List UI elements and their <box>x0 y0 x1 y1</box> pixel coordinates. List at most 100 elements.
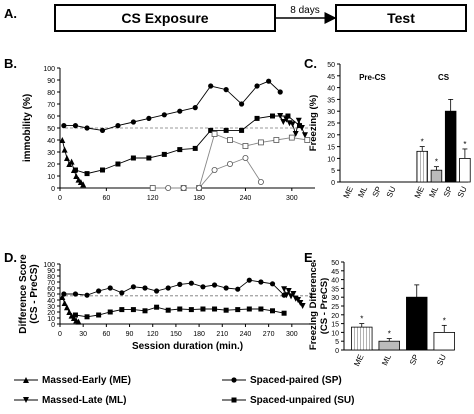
bar <box>416 150 428 183</box>
data-point <box>235 286 241 292</box>
data-point <box>254 115 260 121</box>
y-tick-label: 90 <box>47 78 55 85</box>
data-point <box>72 312 78 318</box>
data-point <box>211 166 218 173</box>
category-label: SU <box>435 353 448 367</box>
timeline-arrow-label: 8 days <box>290 5 319 16</box>
group-label: CS <box>438 73 450 82</box>
y-tick-label: 0 <box>331 180 335 187</box>
y-axis-label: Freezing (%) <box>308 95 319 151</box>
data-point <box>227 137 233 143</box>
data-point <box>212 306 218 312</box>
panel-letter-c: C. <box>304 56 317 71</box>
data-point <box>298 125 305 131</box>
data-point <box>96 288 102 294</box>
data-point <box>257 178 264 185</box>
x-tick-label: 300 <box>286 331 298 338</box>
y-tick-label: 0 <box>335 348 339 355</box>
y-tick-label: 20 <box>47 162 55 169</box>
data-point <box>242 143 249 149</box>
data-point <box>288 134 295 141</box>
data-point <box>66 309 73 315</box>
data-point <box>115 123 121 129</box>
data-point <box>146 115 152 121</box>
data-point <box>59 294 66 300</box>
data-point <box>165 285 171 291</box>
x-tick-label: 60 <box>102 331 110 338</box>
category-label: ME <box>342 185 355 200</box>
y-tick-label: 80 <box>47 274 55 281</box>
data-point <box>153 288 160 294</box>
category-label: ML <box>356 185 369 199</box>
data-point <box>277 113 284 119</box>
data-point <box>84 314 90 320</box>
data-point <box>68 158 75 165</box>
data-point <box>258 139 264 146</box>
y-tick-label: 15 <box>327 145 335 152</box>
data-point <box>84 125 90 131</box>
data-point <box>239 127 245 133</box>
y-tick-label: 100 <box>43 262 55 269</box>
data-point <box>223 127 229 133</box>
legend-label: Spaced-unpaired (SU) <box>250 395 354 406</box>
data-point <box>246 277 252 283</box>
data-point <box>142 285 148 291</box>
data-point <box>107 285 113 291</box>
data-point <box>177 306 183 312</box>
y-axis-label: Difference Score(CS - PreCS) <box>18 254 40 334</box>
y-axis-label-line: (CS - PreCS) <box>319 278 330 334</box>
data-point <box>63 304 70 311</box>
data-point <box>130 155 136 161</box>
x-tick-label: 210 <box>216 331 228 338</box>
legend-marker <box>23 377 29 383</box>
data-point <box>61 123 67 129</box>
data-point <box>299 303 306 309</box>
y-tick-label: 45 <box>331 269 339 276</box>
data-point <box>283 292 290 299</box>
legend-marker <box>23 397 29 403</box>
data-point <box>63 155 70 161</box>
y-tick-label: 15 <box>331 322 339 329</box>
data-point <box>283 116 290 123</box>
y-tick-label: 20 <box>47 310 55 317</box>
category-label: SU <box>385 185 398 199</box>
panel-letter-d: D. <box>4 250 17 265</box>
data-point <box>290 291 297 297</box>
bar <box>444 110 457 183</box>
data-point <box>242 154 249 161</box>
data-point <box>180 184 187 191</box>
y-tick-label: 70 <box>47 280 55 287</box>
data-point <box>270 308 275 314</box>
y-tick-label: 45 <box>327 74 335 81</box>
y-tick-label: 35 <box>331 286 339 293</box>
data-point <box>149 185 156 191</box>
data-point <box>61 146 68 153</box>
y-tick-label: 20 <box>327 133 335 140</box>
data-point <box>107 309 113 315</box>
data-point <box>238 101 245 107</box>
y-tick-label: 50 <box>327 62 335 69</box>
test-box <box>335 4 467 32</box>
y-tick-label: 70 <box>47 102 55 109</box>
bar <box>351 326 373 351</box>
data-point <box>295 117 302 124</box>
x-tick-label: 0 <box>58 331 62 338</box>
data-point <box>285 288 292 294</box>
series-line <box>63 279 285 296</box>
data-point <box>146 155 152 161</box>
legend-marker <box>231 397 237 403</box>
y-tick-label: 5 <box>331 168 335 175</box>
data-point <box>84 171 90 177</box>
data-point <box>72 167 78 173</box>
significance-star: * <box>388 330 391 339</box>
legend-label: Massed-Late (ML) <box>42 395 126 406</box>
cs-exposure-box <box>54 4 276 32</box>
data-point <box>223 307 229 313</box>
significance-star: * <box>443 316 446 325</box>
y-axis-label-line: Freezing Difference <box>308 262 319 350</box>
category-label: SU <box>456 185 469 199</box>
x-tick-label: 120 <box>147 331 159 338</box>
data-point <box>292 131 299 137</box>
data-point <box>289 121 296 128</box>
